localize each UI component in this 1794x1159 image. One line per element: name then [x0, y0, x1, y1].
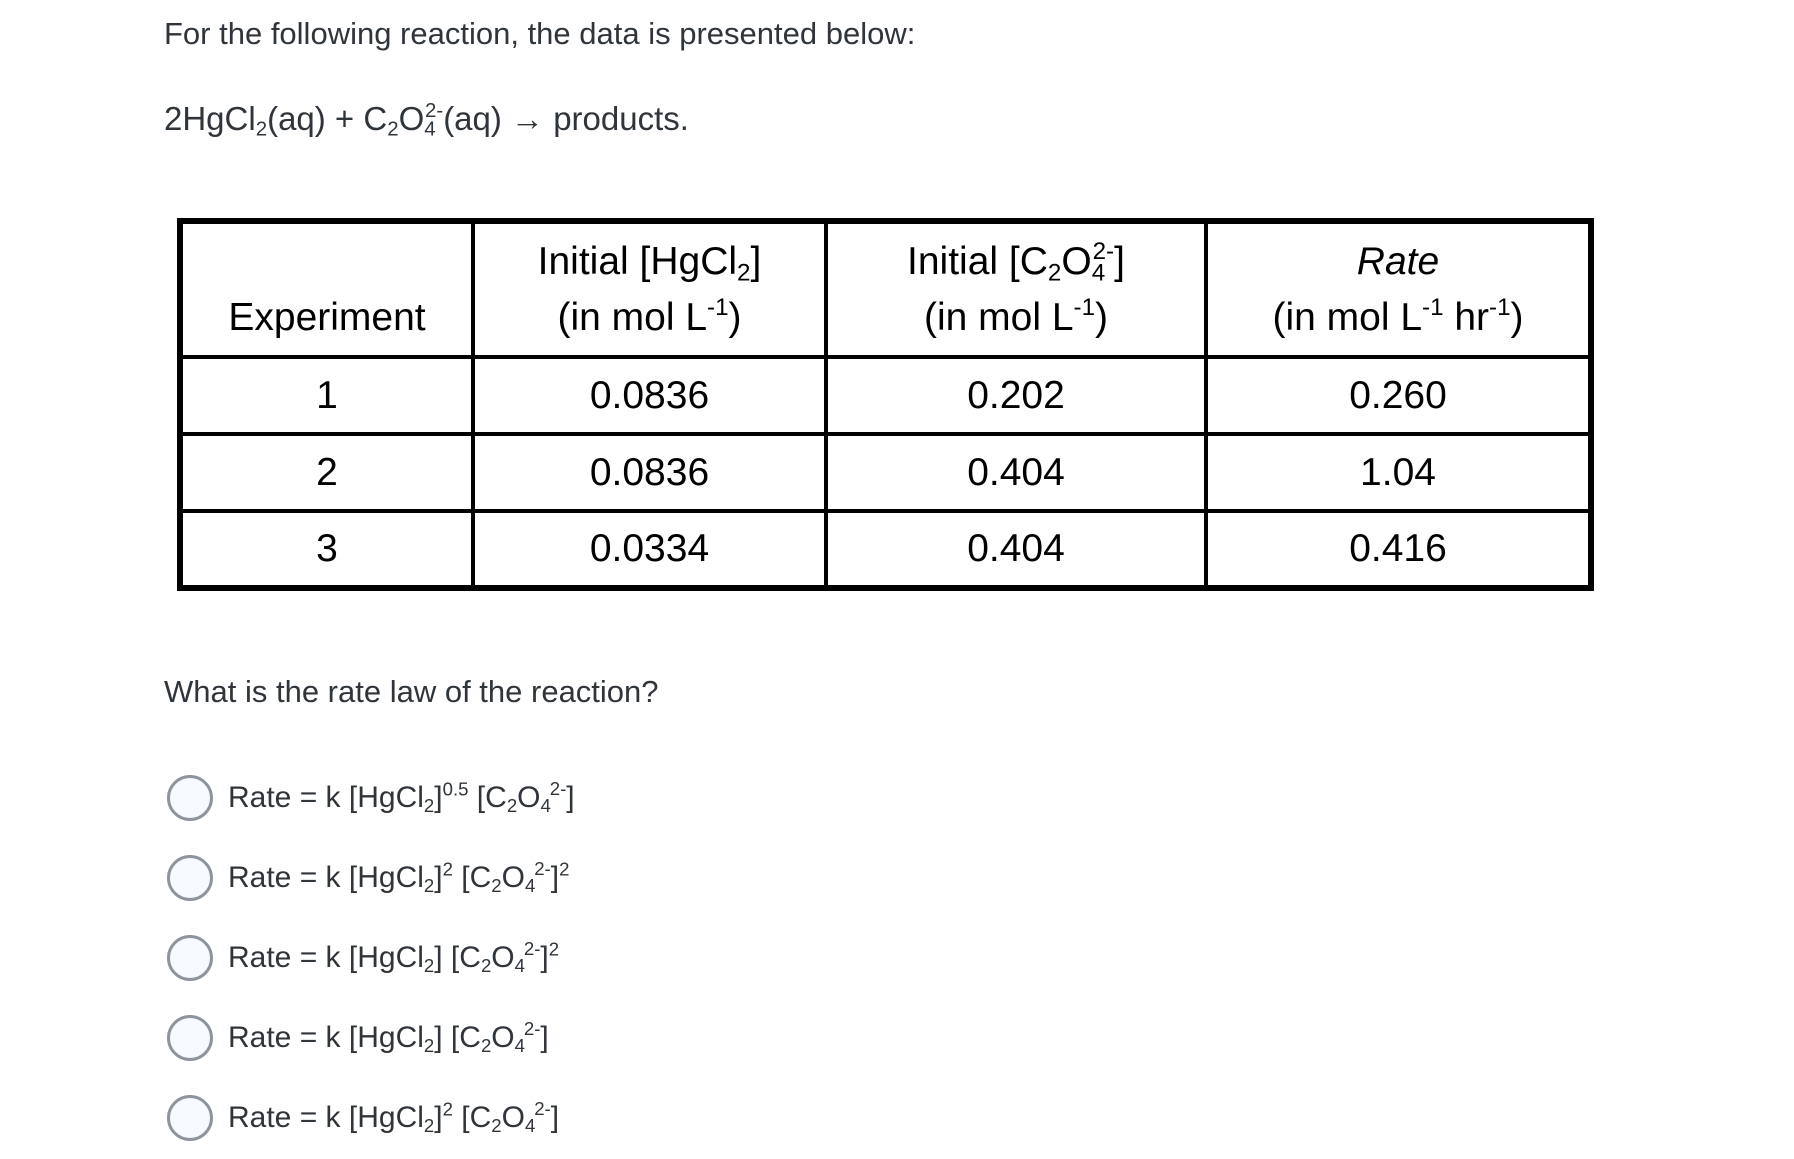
option-formula: Rate = k [HgCl2]0.5 [C2O42-]	[228, 778, 575, 817]
option-formula: Rate = k [HgCl2]2 [C2O42-]2	[228, 858, 570, 897]
header-experiment-label: Experiment	[228, 295, 426, 339]
question-text: What is the rate law of the reaction?	[164, 674, 659, 709]
header-rate-units: (in mol L-1 hr-1)	[1272, 293, 1524, 339]
cell-hgcl2: 0.0334	[471, 509, 828, 590]
cell-c2o4: 0.404	[824, 509, 1208, 590]
reaction-equation: 2HgCl2(aq) + C2O42-(aq) → products.	[164, 99, 689, 141]
answer-options: Rate = k [HgCl2]0.5 [C2O42-] Rate = k [H…	[167, 758, 575, 1158]
header-hgcl2-line1: Initial [HgCl2]	[537, 240, 762, 287]
intro-text: For the following reaction, the data is …	[164, 16, 916, 51]
answer-option[interactable]: Rate = k [HgCl2] [C2O42-]2	[167, 918, 575, 998]
option-formula: Rate = k [HgCl2] [C2O42-]2	[228, 938, 560, 977]
table-row: 2 0.0836 0.404 1.04	[178, 432, 1593, 513]
option-formula: Rate = k [HgCl2] [C2O42-]	[228, 1018, 549, 1057]
cell-experiment: 1	[178, 355, 475, 436]
radio-button-icon[interactable]	[167, 1015, 213, 1061]
header-initial-c2o4: Initial [C2O42-] (in mol L-1)	[824, 219, 1208, 359]
answer-option[interactable]: Rate = k [HgCl2]2 [C2O42-]2	[167, 838, 575, 918]
answer-option[interactable]: Rate = k [HgCl2]0.5 [C2O42-]	[167, 758, 575, 838]
table-header-row: Experiment Initial [HgCl2] (in mol L-1) …	[178, 219, 1593, 359]
radio-button-icon[interactable]	[167, 935, 213, 981]
header-c2o4-line1: Initial [C2O42-]	[907, 238, 1125, 287]
radio-button-icon[interactable]	[167, 1095, 213, 1141]
table-row: 3 0.0334 0.404 0.416	[178, 509, 1593, 590]
cell-experiment: 2	[178, 432, 475, 513]
table-row: 1 0.0836 0.202 0.260	[178, 355, 1593, 436]
radio-button-icon[interactable]	[167, 775, 213, 821]
cell-rate: 0.416	[1204, 509, 1593, 590]
answer-option[interactable]: Rate = k [HgCl2]2 [C2O42-]	[167, 1078, 575, 1158]
header-experiment: Experiment	[178, 219, 475, 359]
header-initial-hgcl2: Initial [HgCl2] (in mol L-1)	[471, 219, 828, 359]
cell-hgcl2: 0.0836	[471, 432, 828, 513]
data-table: Experiment Initial [HgCl2] (in mol L-1) …	[177, 218, 1594, 591]
cell-c2o4: 0.202	[824, 355, 1208, 436]
answer-option[interactable]: Rate = k [HgCl2] [C2O42-]	[167, 998, 575, 1078]
header-hgcl2-units: (in mol L-1)	[557, 293, 742, 339]
cell-rate: 0.260	[1204, 355, 1593, 436]
header-c2o4-units: (in mol L-1)	[923, 293, 1109, 339]
header-rate-label: Rate	[1356, 240, 1440, 284]
cell-rate: 1.04	[1204, 432, 1593, 513]
cell-experiment: 3	[178, 509, 475, 590]
radio-button-icon[interactable]	[167, 855, 213, 901]
option-formula: Rate = k [HgCl2]2 [C2O42-]	[228, 1098, 560, 1137]
cell-c2o4: 0.404	[824, 432, 1208, 513]
cell-hgcl2: 0.0836	[471, 355, 828, 436]
header-rate: Rate (in mol L-1 hr-1)	[1204, 219, 1593, 359]
